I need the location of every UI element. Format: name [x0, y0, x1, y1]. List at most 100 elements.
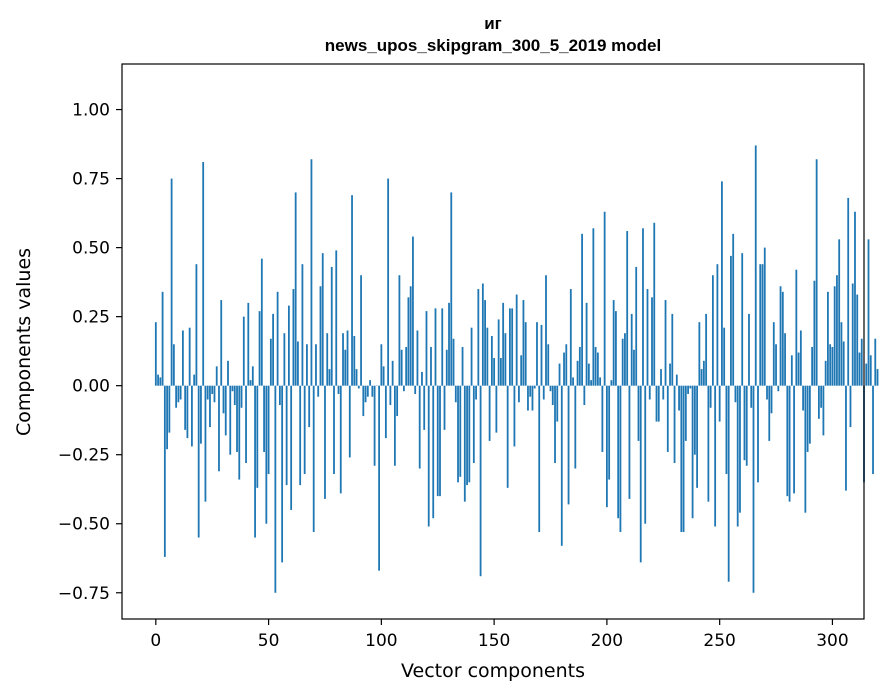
- bar: [581, 233, 583, 386]
- bar: [283, 333, 286, 386]
- bar: [443, 385, 446, 430]
- y-tick-label: 0.25: [72, 308, 110, 328]
- plot-frame: [121, 63, 865, 620]
- bar: [504, 333, 507, 386]
- bar: [745, 385, 748, 466]
- bar: [328, 369, 331, 386]
- bar: [626, 231, 629, 386]
- bar: [450, 192, 453, 386]
- bar: [278, 385, 281, 406]
- bar: [840, 322, 843, 386]
- bar: [673, 385, 676, 463]
- bar: [333, 385, 335, 475]
- bar: [560, 385, 563, 546]
- bar: [700, 369, 703, 386]
- bar: [583, 385, 586, 406]
- bar: [833, 286, 836, 386]
- bar: [777, 385, 780, 392]
- bar: [824, 360, 827, 386]
- bar: [168, 385, 171, 433]
- bar: [585, 302, 588, 386]
- bar: [578, 347, 581, 386]
- x-axis-ticks: 0 50 100 150 200 250 300: [150, 619, 849, 651]
- bar: [477, 289, 480, 386]
- bar: [170, 178, 173, 386]
- bar: [642, 228, 644, 386]
- bar: [247, 302, 250, 386]
- bar: [200, 385, 202, 444]
- bar: [321, 253, 324, 386]
- bar: [646, 289, 649, 386]
- bar: [157, 374, 159, 386]
- bar: [601, 385, 604, 452]
- bar: [540, 324, 543, 386]
- bar: [669, 363, 671, 386]
- bar: [466, 385, 468, 486]
- bar: [175, 385, 178, 408]
- bar: [596, 352, 599, 386]
- bar: [274, 385, 277, 593]
- bar: [258, 311, 261, 386]
- bar: [725, 385, 728, 475]
- bar: [369, 380, 371, 386]
- bar: [213, 385, 216, 403]
- bar: [752, 385, 755, 593]
- bar: [172, 344, 175, 386]
- bar: [457, 385, 459, 483]
- bar: [545, 275, 547, 386]
- bar: [867, 239, 870, 386]
- bar: [227, 360, 229, 386]
- bar: [490, 335, 493, 386]
- bar: [619, 385, 622, 533]
- bar: [486, 327, 489, 386]
- bar: [403, 385, 405, 392]
- bar: [714, 385, 717, 527]
- bar: [193, 374, 196, 386]
- bar: [421, 371, 423, 386]
- x-tick-label: 150: [478, 631, 510, 651]
- bar: [741, 253, 744, 386]
- bar: [423, 385, 426, 430]
- bar: [842, 341, 845, 386]
- bar: [497, 319, 500, 386]
- bar: [682, 385, 685, 533]
- bar: [287, 305, 290, 386]
- bar: [558, 363, 561, 386]
- bar: [847, 197, 850, 386]
- bar: [499, 358, 502, 386]
- bar: [382, 366, 385, 386]
- bar: [802, 385, 804, 411]
- bar: [195, 264, 198, 386]
- bar: [529, 385, 532, 397]
- bar: [522, 300, 525, 386]
- bar: [357, 385, 360, 389]
- bar: [249, 380, 252, 386]
- bar: [865, 363, 868, 386]
- bar: [721, 181, 723, 386]
- bar: [696, 385, 698, 488]
- bar: [351, 195, 353, 386]
- bar: [294, 192, 297, 386]
- bar: [163, 385, 166, 557]
- bar: [495, 385, 498, 433]
- bar: [493, 358, 496, 386]
- bar: [594, 347, 597, 386]
- y-tick-label: 1.00: [72, 101, 110, 121]
- bar: [876, 369, 879, 386]
- bar: [414, 385, 417, 394]
- bar: [484, 300, 486, 386]
- bar: [272, 313, 274, 386]
- bar: [628, 385, 631, 499]
- bar: [459, 385, 462, 477]
- bar: [518, 385, 520, 403]
- bar: [660, 369, 662, 386]
- bar: [335, 250, 338, 386]
- bar: [797, 352, 800, 386]
- bar: [387, 178, 390, 386]
- bar: [416, 330, 419, 386]
- bar: [754, 145, 757, 386]
- bar: [784, 333, 786, 386]
- bar: [468, 385, 471, 483]
- bar: [748, 313, 750, 386]
- bar: [757, 385, 759, 483]
